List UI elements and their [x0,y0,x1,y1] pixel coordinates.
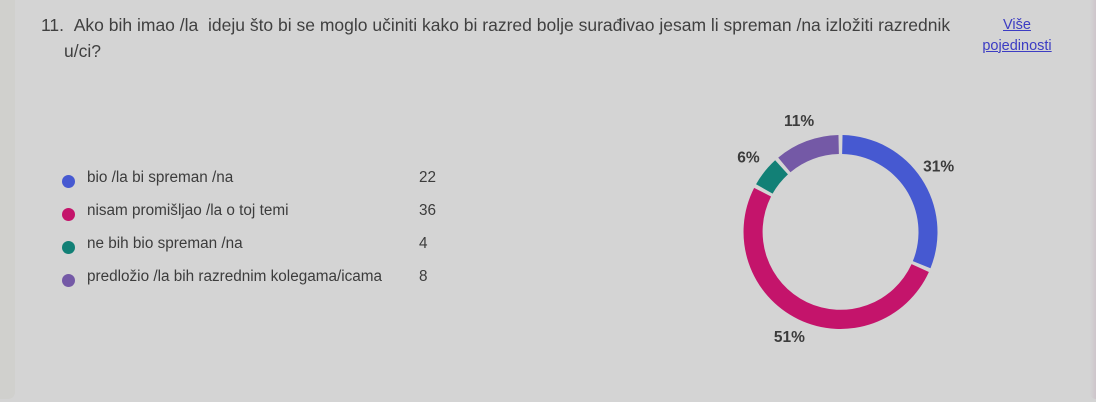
svg-text:6%: 6% [737,150,760,167]
svg-text:51%: 51% [774,329,805,346]
svg-text:31%: 31% [923,158,954,175]
svg-text:11%: 11% [784,113,814,130]
